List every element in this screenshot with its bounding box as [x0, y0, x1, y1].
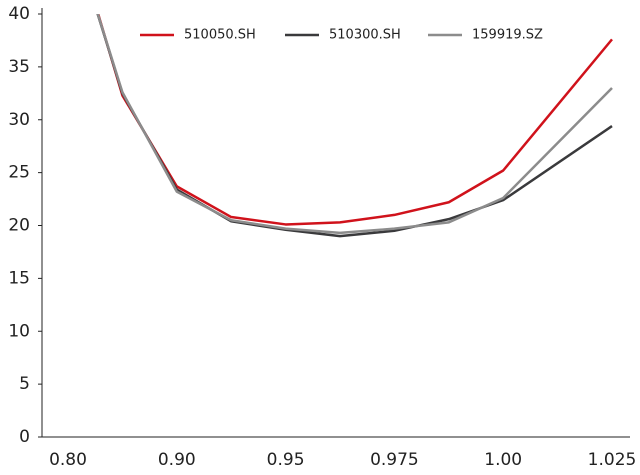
y-tick-label: 30: [8, 110, 30, 130]
plot-area: [96, 14, 613, 238]
legend-label: 159919.SZ: [472, 28, 543, 43]
x-tick-label: 0.95: [267, 450, 305, 470]
x-tick-label: 0.80: [49, 450, 87, 470]
y-tick-label: 10: [8, 321, 30, 341]
y-tick-label: 35: [8, 57, 30, 77]
x-tick-label: 1.00: [484, 450, 522, 470]
y-tick-label: 5: [19, 374, 30, 394]
y-tick-label: 25: [8, 163, 30, 183]
y-tick-label: 40: [8, 4, 30, 24]
y-tick-label: 15: [8, 268, 30, 288]
legend-label: 510300.SH: [329, 28, 401, 43]
series-line: [96, 14, 613, 235]
y-tick-label: 20: [8, 216, 30, 236]
y-tick-label: 0: [19, 427, 30, 447]
x-tick-label: 0.90: [158, 450, 196, 470]
x-tick-label: 1.025: [588, 450, 637, 470]
x-tick-label: 0.975: [370, 450, 419, 470]
legend-label: 510050.SH: [184, 28, 256, 43]
